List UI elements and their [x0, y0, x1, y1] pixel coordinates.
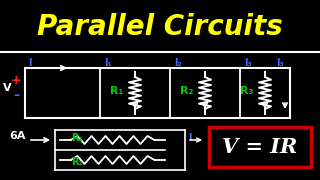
Text: R₂: R₂: [71, 157, 83, 167]
Text: I₁: I₁: [104, 58, 112, 68]
Text: R₁: R₁: [71, 133, 83, 143]
Text: I₂: I₂: [174, 58, 182, 68]
Text: V = IR: V = IR: [222, 137, 298, 157]
Text: V: V: [3, 83, 11, 93]
Text: R₂: R₂: [180, 86, 194, 96]
Text: R₁: R₁: [110, 86, 124, 96]
Text: R₃: R₃: [240, 86, 254, 96]
FancyBboxPatch shape: [209, 127, 311, 167]
Text: I₃: I₃: [276, 58, 284, 68]
Text: –: –: [13, 89, 19, 102]
Text: I: I: [188, 133, 192, 143]
Text: Parallel Circuits: Parallel Circuits: [37, 13, 283, 41]
Text: I₃: I₃: [244, 58, 252, 68]
Text: I: I: [28, 58, 32, 68]
Text: 6A: 6A: [10, 131, 26, 141]
Text: +: +: [11, 73, 21, 87]
